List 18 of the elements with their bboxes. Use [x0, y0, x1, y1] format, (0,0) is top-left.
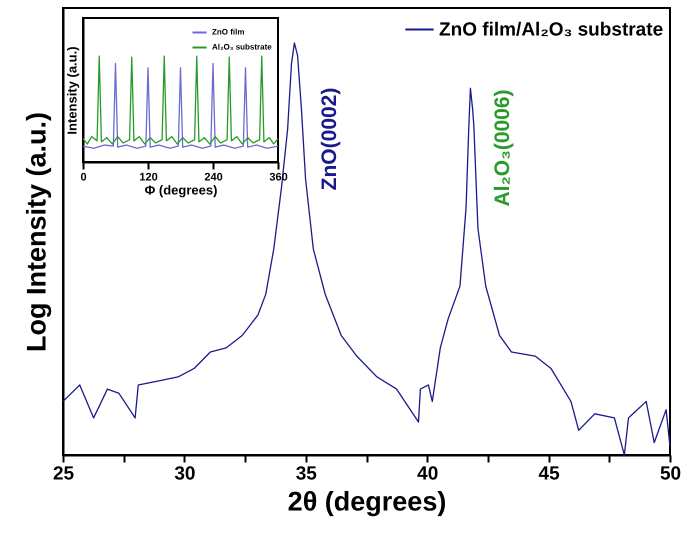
- x-tick-label: 50: [660, 464, 682, 484]
- x-tick-label: 45: [538, 464, 560, 484]
- annotation: ZnO(0002): [318, 88, 341, 190]
- annotation: Al₂O₃(0006): [491, 89, 514, 207]
- x-tick-label: 40: [417, 464, 438, 484]
- x-axis-title: 2θ (degrees): [288, 486, 446, 516]
- x-tick-label: 0: [80, 172, 87, 184]
- legend-label: ZnO film/Al₂O₃ substrate: [439, 20, 664, 40]
- y-axis-title: Log Intensity (a.u.): [22, 112, 52, 352]
- y-axis-title: Intensity (a.u.): [64, 46, 80, 135]
- x-tick-label: 30: [174, 464, 196, 484]
- x-tick-label: 120: [139, 172, 158, 184]
- legend-label: ZnO film: [212, 28, 244, 36]
- x-tick-label: 25: [52, 464, 74, 484]
- x-tick-label: 35: [296, 464, 318, 484]
- x-tick-label: 240: [204, 172, 223, 184]
- x-axis-title: Φ (degrees): [144, 182, 218, 198]
- legend-label: Al₂O₃ substrate: [212, 42, 272, 52]
